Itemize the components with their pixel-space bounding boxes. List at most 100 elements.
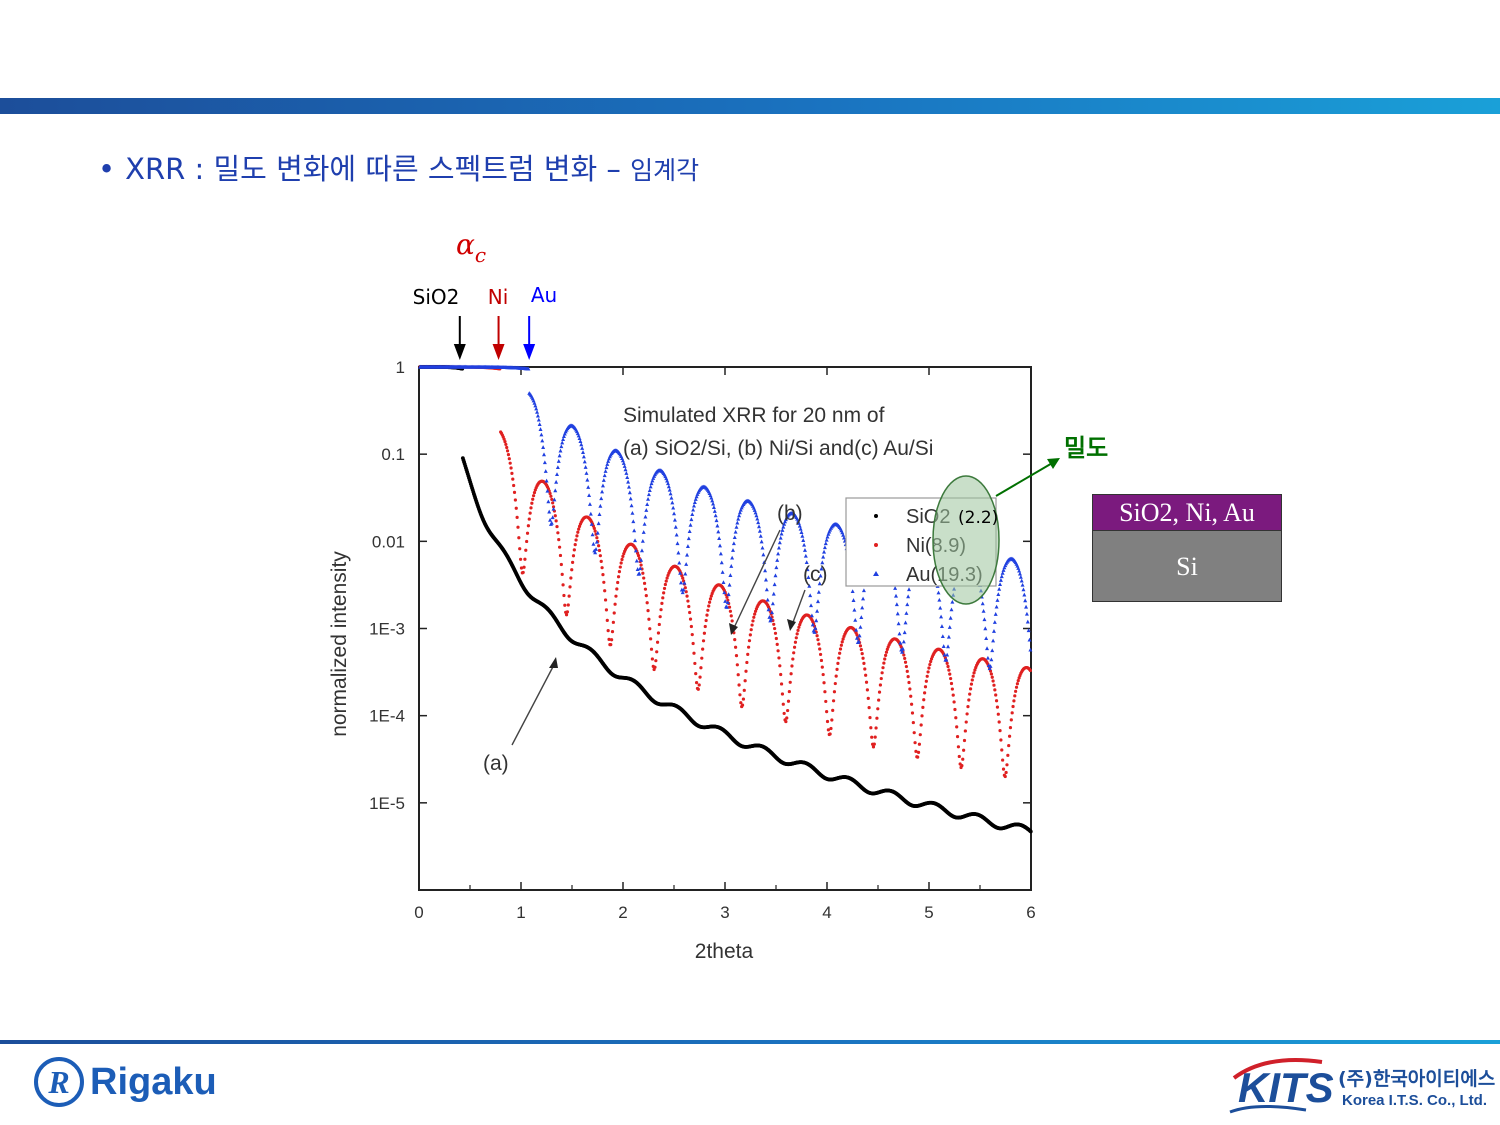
ni-point: [613, 602, 617, 606]
ni-point: [531, 497, 535, 501]
au-point: [946, 644, 951, 649]
au-point: [695, 492, 700, 496]
ni-point: [786, 699, 791, 703]
ni-point: [826, 728, 830, 732]
ni-point: [506, 453, 511, 457]
au-point: [670, 500, 675, 505]
au-point: [711, 501, 716, 506]
au-point: [556, 459, 561, 463]
au-point: [693, 497, 698, 501]
ni-point: [1009, 718, 1013, 722]
au-point: [771, 591, 776, 596]
ni-point: [655, 650, 659, 654]
heading-sub: 임계각: [630, 156, 700, 185]
pointer-a: [511, 660, 557, 746]
au-point: [716, 529, 721, 534]
ni-point: [962, 748, 966, 752]
au-point: [712, 509, 717, 513]
ni-point: [568, 585, 572, 589]
au-point: [585, 477, 590, 482]
au-point: [857, 633, 862, 638]
au-point: [719, 560, 724, 565]
ni-point: [946, 664, 950, 669]
marker-label-sio2: SiO2: [413, 285, 460, 309]
au-point: [637, 571, 642, 576]
au-point: [937, 597, 942, 602]
ni-point: [555, 524, 559, 529]
ni-point: [773, 631, 778, 635]
ni-point: [909, 694, 913, 698]
y-tick-label: 0.01: [372, 532, 405, 551]
ni-point: [779, 682, 784, 686]
ni-point: [989, 672, 993, 676]
pointer-c-head: [787, 619, 796, 631]
au-point: [757, 524, 762, 529]
au-point: [813, 626, 818, 630]
ni-point: [819, 658, 824, 663]
au-point: [626, 479, 631, 484]
au-point: [738, 507, 743, 512]
ni-point: [610, 638, 614, 642]
au-point: [902, 630, 907, 635]
au-point: [678, 580, 683, 585]
ni-point: [996, 712, 1000, 716]
ni-point: [831, 708, 835, 712]
au-point: [581, 450, 586, 454]
au-point: [686, 536, 691, 541]
au-point: [631, 519, 636, 524]
au-point: [683, 571, 688, 576]
au-point: [948, 615, 953, 620]
ni-point: [748, 633, 752, 637]
au-point: [555, 465, 560, 470]
au-point: [781, 524, 786, 529]
ni-point: [558, 553, 563, 558]
ni-point: [725, 595, 729, 599]
ni-point: [698, 675, 702, 679]
ni-point: [734, 645, 738, 649]
ni-point: [648, 627, 652, 631]
ni-point: [604, 608, 609, 612]
au-point: [775, 558, 780, 562]
au-point: [666, 484, 671, 489]
au-point: [808, 593, 813, 598]
au-point: [936, 590, 941, 595]
au-point: [982, 617, 987, 622]
ni-point: [733, 638, 737, 642]
au-point: [1002, 565, 1007, 570]
ni-point: [554, 519, 558, 523]
ni-point: [707, 600, 712, 604]
au-point: [602, 473, 607, 478]
ni-point: [817, 642, 821, 646]
ni-point: [795, 632, 799, 636]
au-point: [756, 520, 761, 525]
ni-point: [549, 494, 553, 498]
ni-point: [864, 673, 868, 677]
ni-point: [617, 570, 622, 574]
au-point: [940, 634, 945, 639]
ni-point: [777, 656, 781, 660]
au-point: [991, 629, 996, 633]
au-point: [841, 535, 846, 540]
kits-korean-name: (주)한국아이티에스: [1338, 1068, 1496, 1090]
ni-point: [957, 754, 961, 759]
ni-point: [616, 580, 620, 585]
au-point: [859, 615, 864, 620]
ni-point: [573, 543, 577, 547]
au-point: [998, 582, 1003, 587]
au-point: [737, 513, 742, 518]
au-point: [945, 652, 950, 657]
au-point: [801, 538, 806, 542]
ni-point: [519, 566, 524, 570]
ni-point: [686, 599, 690, 603]
au-point: [624, 471, 629, 475]
ni-point: [567, 594, 571, 598]
au-point: [797, 523, 802, 528]
legend-marker: [874, 514, 878, 518]
sio2-point: [1028, 829, 1033, 834]
ni-point: [699, 666, 703, 670]
ni-point: [505, 449, 510, 453]
ni-point: [521, 570, 525, 575]
ni-point: [883, 657, 887, 661]
x-tick-label: 0: [414, 903, 423, 922]
ni-point: [965, 712, 969, 716]
